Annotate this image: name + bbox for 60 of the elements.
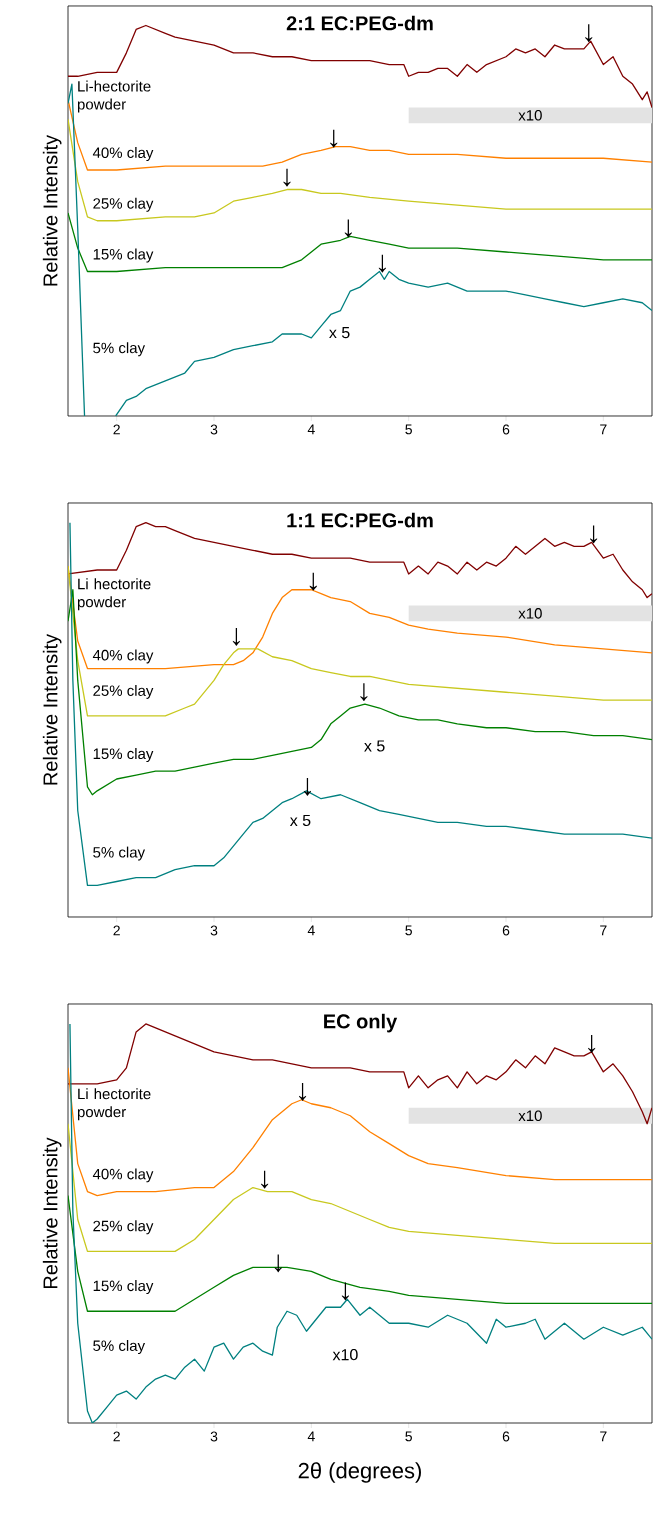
chart-title: EC only: [324, 1013, 398, 1033]
annotation: ↓: [378, 254, 386, 273]
series-label: 40% clay: [92, 1168, 154, 1183]
x-tick-label: 7: [600, 424, 607, 435]
x-tick-label: 5: [405, 424, 412, 435]
chart-title: 2:1 EC:PEG-dm: [286, 15, 433, 31]
x-tick-label: 4: [307, 925, 315, 936]
annotation: x10: [332, 1348, 358, 1361]
x-tick-label: 6: [502, 925, 510, 936]
x-tick-label: 6: [502, 424, 510, 435]
band-label: x10: [518, 608, 542, 619]
series-label: 15% clay: [93, 248, 154, 263]
x-tick-label: 2: [113, 925, 120, 936]
annotation: ↓: [341, 1282, 349, 1301]
annotation: ↓: [585, 24, 593, 43]
x-tick-label: 7: [600, 1431, 607, 1442]
x-axis-title: 2θ (degrees): [298, 1462, 421, 1483]
series-label: 25% clay: [93, 197, 154, 212]
series-label: Li-hectorite powder: [77, 80, 151, 113]
annotation: ↓: [299, 1082, 307, 1101]
series-label: Li hectorite powder: [77, 578, 151, 611]
x-tick-label: 2: [113, 1431, 120, 1442]
annotation: ↓: [330, 129, 338, 148]
chart-title: 1:1 EC:PEG-dm: [287, 512, 433, 528]
annotation: ↓: [344, 219, 352, 238]
series-label: 25% clay: [93, 684, 154, 699]
series-label: 40% clay: [92, 649, 154, 664]
series-label: 5% clay: [93, 1339, 146, 1354]
annotation: ↓: [261, 1170, 269, 1189]
y-axis-title: Relative Intensity: [42, 633, 62, 785]
series-label: 15% clay: [93, 1280, 154, 1295]
x-tick-label: 3: [210, 424, 218, 435]
y-axis-title: Relative Intensity: [42, 1137, 62, 1288]
x-tick-label: 3: [210, 1431, 218, 1442]
annotation: x 5: [289, 814, 311, 827]
annotation: x 5: [329, 327, 350, 339]
annotation: ↓: [360, 683, 368, 702]
annotation: ↓: [283, 168, 291, 187]
series-label: 5% clay: [93, 846, 146, 861]
annotation: ↓: [232, 628, 240, 646]
band-label: x10: [518, 110, 542, 121]
series-label: 5% clay: [93, 342, 146, 357]
series-label: 15% clay: [93, 748, 154, 763]
x-tick-label: 6: [502, 1431, 510, 1442]
band-label: x10: [518, 1110, 542, 1122]
annotation: ↓: [309, 572, 317, 591]
x-tick-label: 5: [405, 1431, 412, 1442]
x-tick-label: 4: [307, 1431, 315, 1442]
x-tick-label: 7: [600, 925, 607, 936]
y-axis-title: Relative Intensity: [42, 134, 62, 286]
series-label: 40% clay: [92, 146, 154, 161]
x-tick-label: 2: [113, 424, 120, 435]
annotation: ↓: [588, 1035, 596, 1053]
annotation: x 5: [364, 740, 385, 752]
series-label: Li hectorite powder: [77, 1088, 151, 1121]
x-tick-label: 5: [405, 925, 412, 936]
annotation: ↓: [590, 525, 598, 544]
x-tick-label: 3: [210, 925, 218, 936]
series-label: 25% clay: [93, 1220, 154, 1235]
x-tick-label: 4: [307, 424, 315, 435]
